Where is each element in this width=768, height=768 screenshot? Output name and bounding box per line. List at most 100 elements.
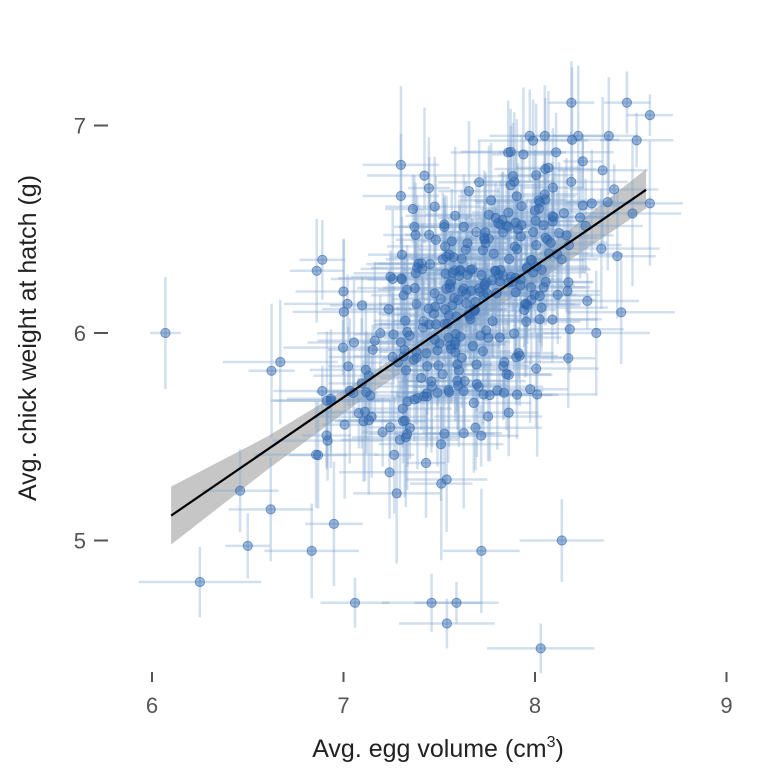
data-point bbox=[474, 177, 485, 188]
data-point bbox=[396, 273, 407, 284]
data-point bbox=[532, 389, 543, 400]
error-bar bbox=[580, 77, 638, 195]
data-point bbox=[486, 195, 497, 206]
data-point bbox=[577, 200, 588, 211]
data-point bbox=[525, 255, 536, 266]
error-bar bbox=[320, 577, 390, 628]
data-point bbox=[422, 361, 433, 372]
error-bar bbox=[201, 449, 279, 533]
data-point bbox=[424, 229, 435, 240]
data-point bbox=[426, 597, 437, 608]
error-bar bbox=[385, 396, 434, 460]
error-bar bbox=[413, 260, 519, 346]
error-bar bbox=[362, 86, 440, 244]
data-point bbox=[417, 263, 428, 274]
data-point bbox=[337, 342, 349, 353]
data-point bbox=[440, 268, 451, 279]
data-point bbox=[454, 270, 465, 281]
data-point bbox=[450, 329, 461, 340]
error-bar bbox=[264, 503, 359, 599]
data-point bbox=[429, 288, 440, 299]
x-axis-title-superscript: 3 bbox=[547, 734, 556, 751]
error-bar bbox=[364, 305, 432, 420]
data-point bbox=[509, 176, 520, 187]
data-point bbox=[543, 162, 554, 173]
error-bar bbox=[443, 404, 519, 467]
error-bar bbox=[315, 330, 417, 454]
error-bar bbox=[542, 188, 660, 309]
data-point bbox=[349, 597, 361, 608]
data-point bbox=[311, 449, 322, 460]
data-point bbox=[396, 249, 408, 260]
fit-line bbox=[170, 188, 647, 517]
data-point bbox=[547, 314, 558, 325]
error-bar bbox=[515, 285, 624, 373]
error-bar bbox=[138, 546, 262, 618]
data-point bbox=[430, 234, 441, 245]
error-bar bbox=[462, 230, 537, 333]
error-bar bbox=[475, 167, 605, 237]
error-bar bbox=[381, 573, 482, 632]
error-bar bbox=[439, 180, 561, 270]
data-point bbox=[558, 208, 570, 219]
error-bar bbox=[474, 231, 575, 378]
error-bar bbox=[289, 218, 344, 323]
data-point bbox=[275, 356, 286, 368]
error-bar bbox=[488, 248, 592, 344]
error-bar bbox=[524, 67, 620, 213]
data-point bbox=[575, 212, 586, 223]
error-bar bbox=[307, 280, 401, 405]
error-bar bbox=[403, 225, 518, 314]
data-point bbox=[360, 364, 371, 375]
error-bar bbox=[542, 270, 650, 396]
data-point bbox=[538, 282, 549, 293]
data-point bbox=[529, 205, 541, 216]
error-bar bbox=[487, 623, 595, 674]
error-bar bbox=[330, 210, 455, 348]
error-bar bbox=[360, 223, 484, 315]
data-point bbox=[468, 397, 479, 409]
data-point bbox=[342, 298, 353, 309]
error-bar bbox=[552, 65, 605, 207]
error-bar bbox=[225, 513, 271, 579]
data-point bbox=[420, 457, 432, 469]
error-bar bbox=[470, 171, 535, 268]
error-bar bbox=[492, 87, 555, 222]
error-bar bbox=[413, 343, 544, 430]
data-point bbox=[503, 207, 514, 218]
error-bar bbox=[367, 216, 437, 293]
data-point bbox=[458, 385, 469, 397]
data-point bbox=[586, 198, 597, 209]
error-bar bbox=[460, 125, 561, 178]
data-point bbox=[470, 422, 481, 433]
data-point bbox=[540, 232, 551, 243]
error-bar bbox=[299, 219, 346, 300]
data-point bbox=[534, 314, 545, 325]
y-ticks: 5 6 7 bbox=[74, 114, 108, 554]
data-point bbox=[528, 227, 539, 238]
error-bar bbox=[385, 309, 427, 432]
error-bar bbox=[498, 103, 574, 247]
error-bar bbox=[528, 178, 643, 274]
error-bar bbox=[395, 176, 476, 304]
error-bar bbox=[425, 283, 486, 422]
error-bar bbox=[438, 121, 500, 262]
data-point bbox=[511, 191, 522, 202]
error-bar bbox=[350, 250, 431, 303]
error-bar bbox=[318, 377, 399, 449]
error-bar bbox=[317, 261, 433, 420]
error-bar bbox=[373, 276, 473, 379]
error-bar bbox=[316, 295, 444, 371]
error-bar bbox=[450, 100, 566, 205]
data-point bbox=[441, 618, 452, 629]
error-bar bbox=[405, 350, 510, 412]
error-bar bbox=[447, 311, 507, 457]
data-point bbox=[548, 212, 559, 223]
error-bar bbox=[328, 367, 378, 419]
data-point bbox=[400, 432, 411, 443]
data-point bbox=[536, 302, 547, 313]
data-point bbox=[467, 341, 478, 352]
data-point bbox=[428, 308, 440, 319]
x-axis-title-main: Avg. egg volume (cm bbox=[312, 735, 546, 763]
